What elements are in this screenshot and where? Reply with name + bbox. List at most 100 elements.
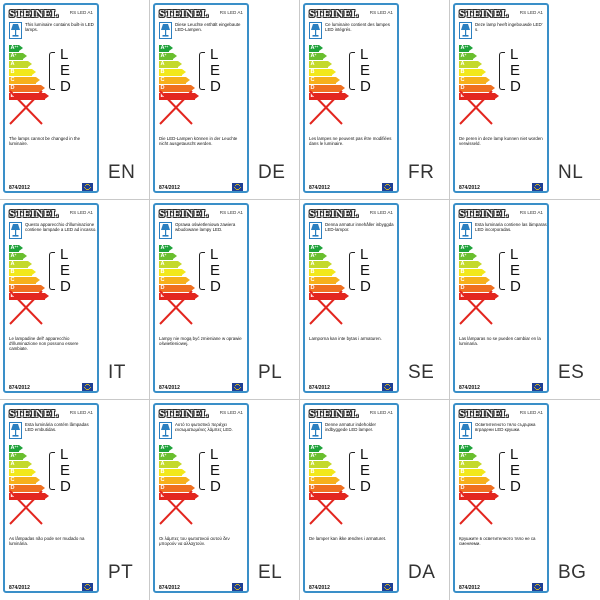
- energy-label-card: STEINEL RS LED A1 Denna armatur innehåll…: [303, 203, 399, 393]
- lamp-change-statement: Les lampes ne peuvent pas être modifiées…: [309, 136, 392, 146]
- energy-label-card: STEINEL RS LED A1 Deze lamp heeft ingebo…: [453, 3, 549, 193]
- energy-class-bar: [309, 60, 332, 69]
- energy-class-bar: [159, 260, 182, 269]
- lamp-icon: [159, 222, 172, 239]
- energy-class-row: C: [309, 76, 357, 85]
- energy-class-bar: [309, 76, 341, 85]
- excluded-classes-cross: [9, 290, 43, 325]
- energy-class-row: A: [309, 260, 357, 269]
- led-lettering: L E D: [60, 46, 71, 95]
- energy-class-bar: [9, 276, 41, 285]
- energy-class-row: A: [459, 60, 507, 69]
- energy-class-row: A++: [309, 245, 357, 253]
- energy-class-row: D: [459, 284, 507, 293]
- energy-class-row: A+: [159, 452, 207, 461]
- energy-class-scale: A++ A+ A B C D E: [309, 245, 357, 301]
- energy-class-bar: [159, 68, 186, 77]
- energy-class-row: A++: [309, 445, 357, 453]
- built-in-led-statement: Осветителното тяло съдържа вградени LED …: [475, 422, 536, 432]
- energy-class-row: A+: [9, 452, 57, 461]
- energy-class-bar: [459, 476, 491, 485]
- energy-class-row: A+: [159, 52, 207, 61]
- energy-class-row: D: [459, 84, 507, 93]
- energy-class-bar: [459, 45, 473, 53]
- energy-class-bar: [9, 84, 44, 93]
- regulation-number: 874/2012: [309, 385, 330, 391]
- language-code: BG: [558, 562, 587, 583]
- energy-class-row: C: [9, 476, 57, 485]
- eu-flag-icon: [532, 183, 543, 191]
- energy-class-bar: [459, 292, 499, 301]
- language-code: NL: [558, 162, 584, 183]
- energy-class-label: D: [460, 285, 465, 292]
- energy-class-row: A: [159, 260, 207, 269]
- energy-class-bar: [459, 468, 486, 477]
- energy-class-label: C: [160, 277, 165, 284]
- compatibility-bracket: [199, 252, 205, 290]
- energy-class-label: A: [160, 461, 165, 468]
- eu-flag-icon: [382, 183, 393, 191]
- model-name: RS LED A1: [69, 410, 93, 415]
- energy-class-label: B: [10, 69, 15, 76]
- energy-label-card: STEINEL RS LED A1 Diese Leuchte enthält …: [153, 3, 249, 193]
- energy-class-bar: [159, 84, 194, 93]
- energy-class-bar: [9, 460, 32, 469]
- energy-class-label: A+: [460, 453, 467, 460]
- energy-class-bar: [309, 245, 323, 253]
- energy-class-label: A++: [460, 45, 469, 52]
- energy-class-label: A++: [460, 245, 469, 252]
- regulation-number: 874/2012: [159, 585, 180, 591]
- energy-class-bar: [159, 76, 191, 85]
- energy-class-label: B: [10, 469, 15, 476]
- energy-class-row: D: [9, 484, 57, 493]
- energy-class-bar: [459, 52, 478, 61]
- energy-class-row: A: [459, 460, 507, 469]
- energy-class-bar: [459, 452, 478, 461]
- built-in-led-statement: Denne armatur indeholder indbyggede LED …: [325, 422, 377, 432]
- lamp-icon: [309, 422, 322, 439]
- energy-class-bar: [309, 92, 349, 101]
- label-cell-pt: STEINEL RS LED A1 Esta luminária contém …: [0, 400, 150, 600]
- energy-class-label: A: [310, 61, 315, 68]
- energy-class-label: A+: [160, 53, 167, 60]
- energy-class-bar: [9, 284, 44, 293]
- energy-class-label: A++: [10, 45, 19, 52]
- model-name: RS LED A1: [219, 410, 243, 415]
- energy-class-row: B: [9, 468, 57, 477]
- built-in-led-statement: This luminaire contains built-in LED lam…: [25, 22, 94, 32]
- built-in-led-statement: Denna armatur innehåller inbyggda LED-la…: [325, 222, 394, 232]
- energy-class-label: D: [310, 285, 315, 292]
- regulation-number: 874/2012: [459, 585, 480, 591]
- energy-class-row: E: [9, 492, 57, 501]
- energy-class-label: A: [310, 461, 315, 468]
- language-code: DA: [408, 562, 436, 583]
- energy-class-label: A: [160, 261, 165, 268]
- compatibility-bracket: [349, 52, 355, 90]
- energy-class-bar: [9, 468, 36, 477]
- brand-logo: STEINEL: [309, 408, 359, 420]
- model-name: RS LED A1: [219, 210, 243, 215]
- energy-class-scale: A++ A+ A B C D E: [159, 45, 207, 101]
- led-lettering: L E D: [60, 246, 71, 295]
- energy-class-row: B: [459, 268, 507, 277]
- energy-class-row: B: [159, 468, 207, 477]
- excluded-classes-cross: [309, 290, 343, 325]
- energy-class-label: D: [160, 285, 165, 292]
- energy-class-bar: [9, 245, 23, 253]
- energy-class-row: D: [309, 84, 357, 93]
- energy-class-row: D: [309, 284, 357, 293]
- lamp-icon: [459, 222, 472, 239]
- energy-class-label: A: [10, 461, 15, 468]
- regulation-number: 874/2012: [459, 185, 480, 191]
- energy-class-row: A++: [159, 245, 207, 253]
- energy-class-row: E: [159, 292, 207, 301]
- compatibility-bracket: [349, 252, 355, 290]
- energy-class-row: A: [309, 460, 357, 469]
- built-in-led-statement: Diese Leuchte enthält eingebaute LED-Lam…: [175, 22, 241, 32]
- energy-class-label: D: [160, 85, 165, 92]
- eu-flag-icon: [232, 583, 243, 591]
- energy-class-scale: A++ A+ A B C D E: [309, 45, 357, 101]
- energy-class-row: D: [9, 84, 57, 93]
- label-cell-nl: STEINEL RS LED A1 Deze lamp heeft ingebo…: [450, 0, 600, 200]
- energy-class-scale: A++ A+ A B C D E: [159, 445, 207, 501]
